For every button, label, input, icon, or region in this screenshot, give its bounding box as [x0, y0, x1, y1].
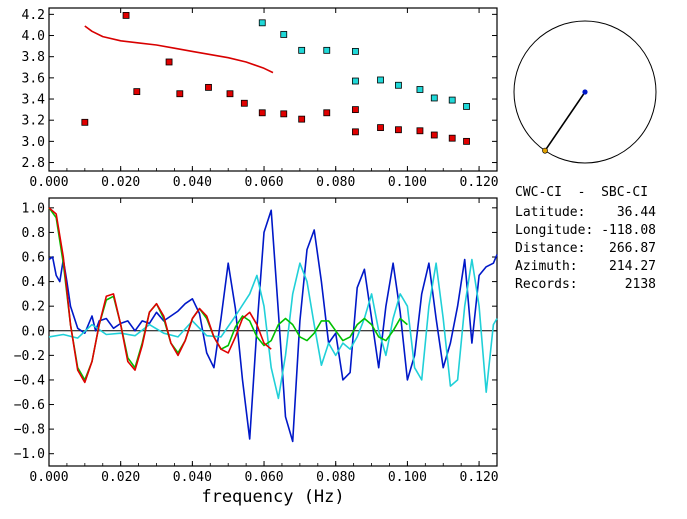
x-tick-label: 0.000 [29, 470, 68, 485]
station-pair-title: CWC-CI - SBC-CI [515, 185, 648, 200]
info-label: Distance: [515, 241, 585, 256]
data-point [323, 46, 331, 54]
data-point [122, 12, 130, 19]
x-tick-label: 0.060 [244, 470, 283, 485]
data-point [416, 127, 424, 135]
data-point [280, 31, 288, 38]
info-value: 214.27 [609, 259, 656, 274]
info-value: 2138 [625, 277, 656, 292]
data-point [352, 77, 359, 85]
data-point [258, 19, 266, 27]
y-tick-label: 3.8 [22, 50, 45, 65]
y-tick-label: −0.8 [14, 423, 45, 438]
data-point [430, 131, 438, 139]
x-tick-label: 0.080 [316, 175, 355, 190]
data-point [395, 126, 402, 134]
y-tick-label: −0.6 [14, 398, 45, 413]
info-label: Records: [515, 277, 578, 292]
data-point [298, 115, 306, 123]
data-point [280, 110, 288, 118]
y-tick-label: 1.0 [22, 201, 45, 216]
info-value: 36.44 [617, 205, 656, 220]
velocity-chart-frame [48, 7, 498, 172]
x-tick-label: 0.040 [173, 175, 212, 190]
y-tick-label: 3.6 [22, 71, 45, 86]
x-tick-label: 0.120 [460, 175, 499, 190]
data-point [323, 109, 331, 117]
x-tick-label: 0.120 [460, 470, 499, 485]
x-tick-label: 0.020 [101, 470, 140, 485]
data-point [240, 99, 248, 107]
correlation-chart-frame [48, 197, 498, 467]
data-point [448, 96, 456, 104]
x-tick-label: 0.100 [388, 175, 427, 190]
series-line [48, 209, 498, 443]
y-tick-label: −1.0 [14, 447, 45, 462]
azimuth-end-dot [542, 147, 548, 154]
x-tick-label: 0.100 [388, 470, 427, 485]
data-point [205, 83, 212, 91]
correlation-chart: 0.000 0.020 0.040 0.060 0.080 0.100 0.120 1.0 0.… [14, 197, 499, 507]
info-label: Longitude: [515, 223, 593, 238]
info-value: 266.87 [609, 241, 656, 256]
data-point [430, 94, 438, 102]
station-info: CWC-CI - SBC-CI Latitude: 36.44 Longitude:… [515, 185, 656, 292]
azimuth-line [544, 91, 586, 152]
y-tick-label: 4.0 [22, 29, 45, 44]
velocity-chart: 0.000 0.020 0.040 0.060 0.080 0.100 0.120 2.8 3.… [22, 7, 499, 190]
y-tick-label: 4.2 [22, 8, 45, 23]
data-point [377, 124, 384, 132]
x-tick-label: 0.060 [244, 175, 283, 190]
y-tick-label: 2.8 [22, 156, 45, 171]
data-point [226, 90, 234, 98]
data-point [352, 106, 359, 114]
info-label: Azimuth: [515, 259, 578, 274]
y-tick-label: 0.2 [22, 300, 45, 315]
azimuth-circle [513, 20, 657, 164]
data-point [352, 128, 359, 136]
data-point [395, 81, 402, 89]
y-tick-label: 3.4 [22, 93, 46, 108]
data-point [463, 137, 470, 145]
station-dot [582, 89, 588, 95]
y-tick-label: 3.2 [22, 114, 45, 129]
data-point [258, 109, 266, 117]
y-tick-label: 0.6 [22, 251, 45, 266]
y-tick-label: −0.2 [14, 349, 45, 364]
series-line [48, 207, 272, 384]
data-point [165, 58, 173, 66]
series-line [48, 207, 408, 381]
x-tick-label: 0.000 [29, 175, 68, 190]
data-point [352, 47, 359, 55]
data-point [298, 46, 306, 54]
y-tick-label: 3.0 [22, 135, 45, 150]
data-point [448, 134, 456, 142]
data-point [463, 103, 470, 110]
series-line [48, 258, 498, 400]
y-tick-label: 0.8 [22, 226, 45, 241]
info-value: -118.08 [601, 223, 656, 238]
azimuth-indicator [513, 20, 657, 164]
x-tick-label: 0.040 [173, 470, 212, 485]
data-point [81, 118, 89, 126]
data-point [133, 88, 141, 96]
y-tick-label: 0.4 [22, 275, 46, 290]
data-point [416, 86, 424, 93]
y-tick-label: −0.4 [14, 373, 45, 388]
y-tick-label: 0.0 [22, 324, 45, 339]
x-axis-title: frequency (Hz) [201, 487, 344, 507]
data-point [176, 90, 184, 98]
series-line [84, 25, 274, 74]
data-point [377, 76, 384, 84]
x-tick-label: 0.020 [101, 175, 140, 190]
info-label: Latitude: [515, 205, 585, 220]
x-tick-label: 0.080 [316, 470, 355, 485]
